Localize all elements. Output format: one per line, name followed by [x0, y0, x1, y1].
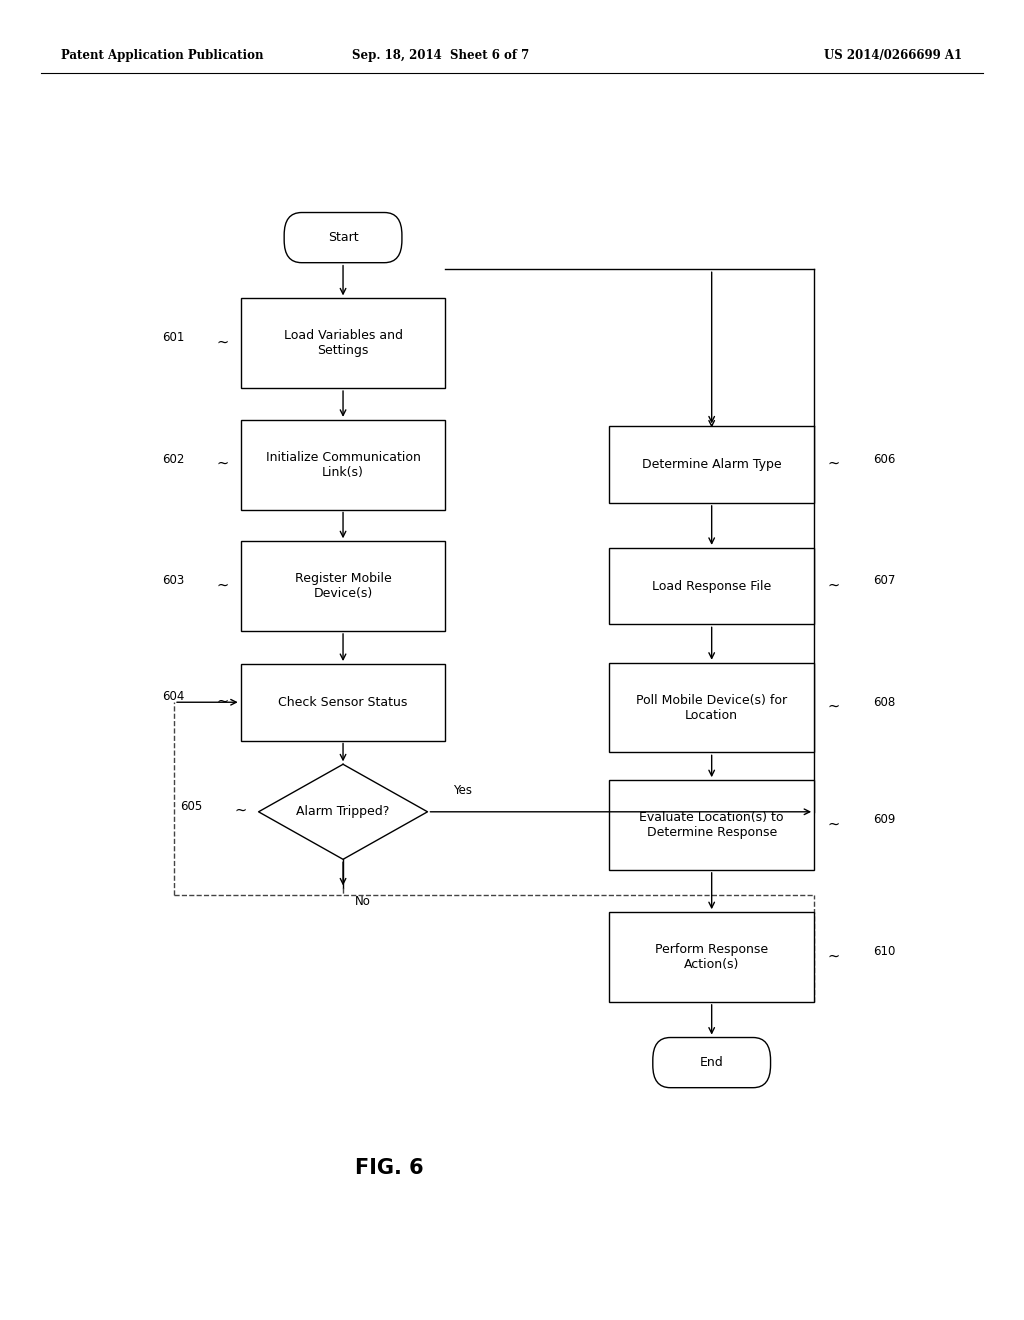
Text: Load Response File: Load Response File	[652, 579, 771, 593]
Text: Perform Response
Action(s): Perform Response Action(s)	[655, 942, 768, 972]
Text: ~: ~	[827, 455, 840, 471]
Bar	[609, 548, 814, 624]
Text: Patent Application Publication: Patent Application Publication	[61, 49, 264, 62]
Text: End: End	[699, 1056, 724, 1069]
Text: No: No	[355, 895, 372, 908]
Text: ~: ~	[216, 334, 228, 350]
Text: Yes: Yes	[454, 784, 472, 797]
Text: 606: 606	[873, 453, 896, 466]
Text: ~: ~	[827, 948, 840, 964]
Text: 602: 602	[162, 453, 184, 466]
Bar	[609, 780, 814, 870]
Text: Poll Mobile Device(s) for
Location: Poll Mobile Device(s) for Location	[636, 693, 787, 722]
Text: Sep. 18, 2014  Sheet 6 of 7: Sep. 18, 2014 Sheet 6 of 7	[351, 49, 529, 62]
FancyBboxPatch shape	[285, 213, 401, 263]
Text: ~: ~	[234, 803, 246, 818]
Text: 608: 608	[873, 696, 896, 709]
FancyBboxPatch shape	[653, 1038, 770, 1088]
Text: 609: 609	[873, 813, 896, 826]
Text: Determine Alarm Type: Determine Alarm Type	[642, 458, 781, 471]
Text: Register Mobile
Device(s): Register Mobile Device(s)	[295, 572, 391, 601]
Text: 610: 610	[873, 945, 896, 958]
Text: FIG. 6: FIG. 6	[354, 1158, 424, 1179]
Bar	[241, 298, 445, 388]
Text: 603: 603	[162, 574, 184, 587]
Text: ~: ~	[216, 693, 228, 709]
Text: US 2014/0266699 A1: US 2014/0266699 A1	[824, 49, 963, 62]
Text: Check Sensor Status: Check Sensor Status	[279, 696, 408, 709]
Text: Start: Start	[328, 231, 358, 244]
Text: Alarm Tripped?: Alarm Tripped?	[296, 805, 390, 818]
Bar	[241, 541, 445, 631]
Bar	[241, 664, 445, 741]
Text: Load Variables and
Settings: Load Variables and Settings	[284, 329, 402, 358]
Text: 605: 605	[180, 800, 203, 813]
Text: ~: ~	[827, 577, 840, 593]
Bar	[609, 912, 814, 1002]
Text: ~: ~	[827, 698, 840, 714]
Text: ~: ~	[216, 577, 228, 593]
Text: 607: 607	[873, 574, 896, 587]
Text: Initialize Communication
Link(s): Initialize Communication Link(s)	[265, 450, 421, 479]
Bar	[609, 663, 814, 752]
Bar	[609, 426, 814, 503]
Text: Evaluate Location(s) to
Determine Response: Evaluate Location(s) to Determine Respon…	[639, 810, 784, 840]
Text: ~: ~	[216, 455, 228, 471]
Text: 601: 601	[162, 331, 184, 345]
Bar	[241, 420, 445, 510]
Text: 604: 604	[162, 690, 184, 704]
Text: ~: ~	[827, 816, 840, 832]
